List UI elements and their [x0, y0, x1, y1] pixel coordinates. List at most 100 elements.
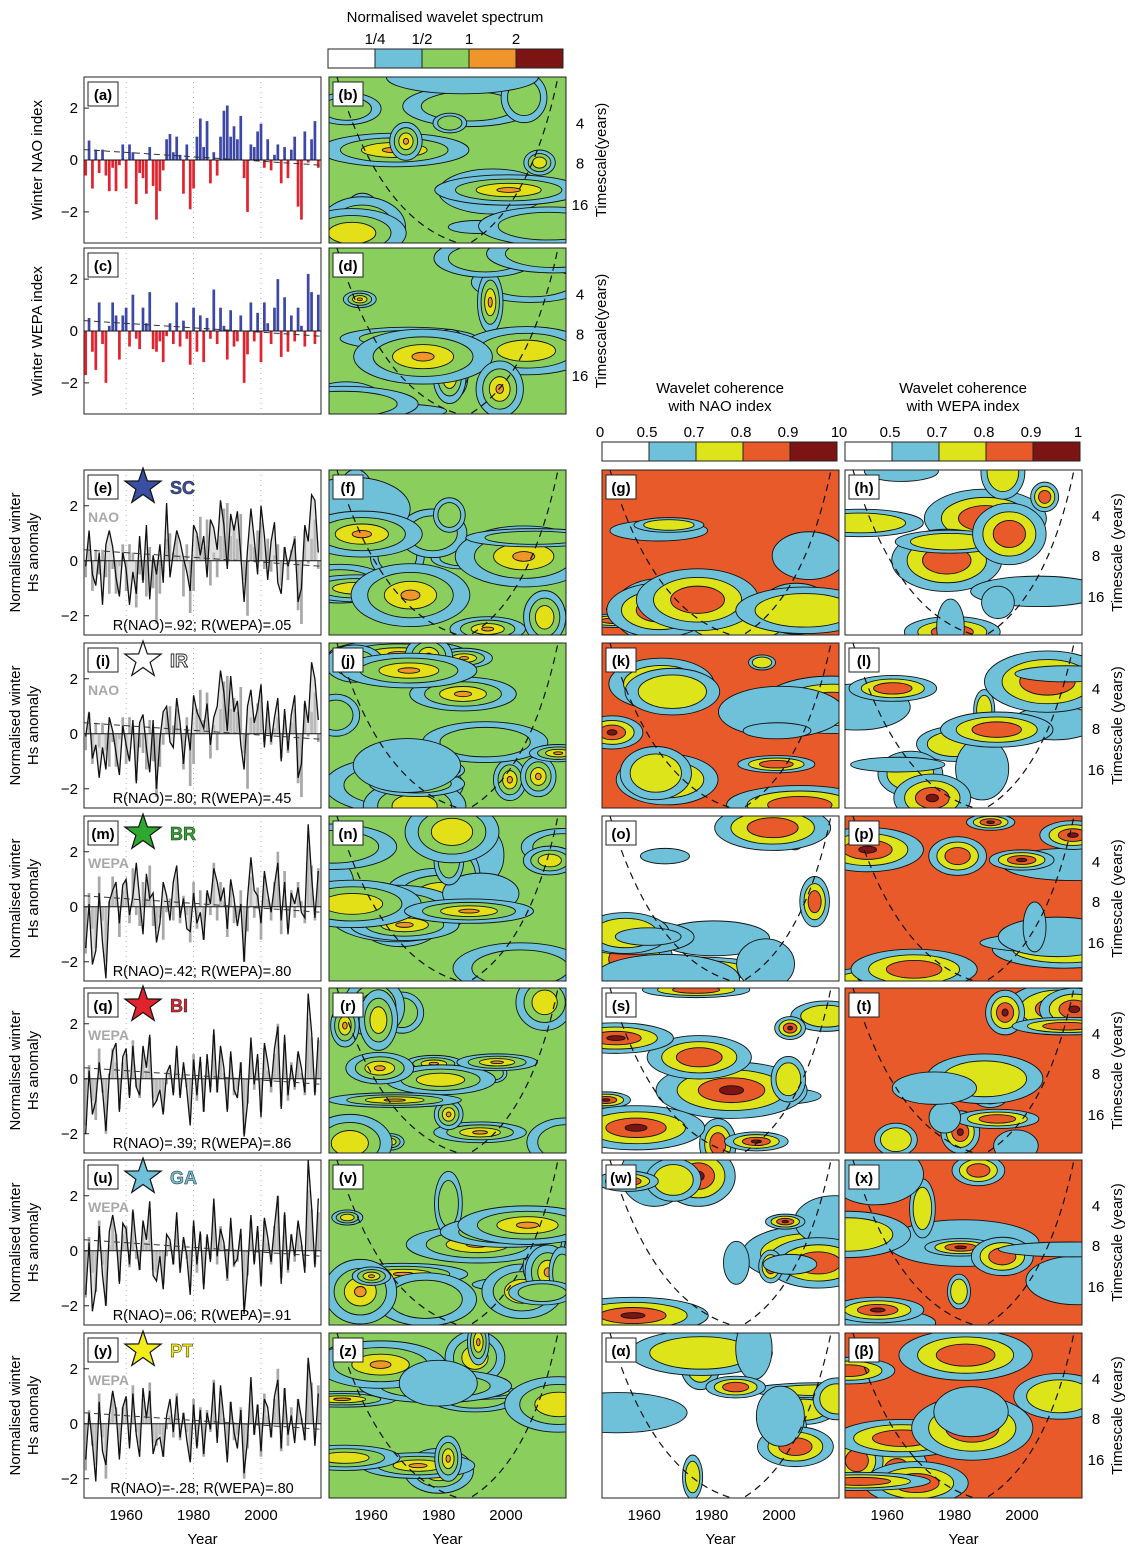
contour-region [935, 1343, 996, 1367]
index-bar [151, 160, 155, 186]
index-bar [145, 560, 148, 597]
contour-region [992, 519, 1026, 548]
index-bar [293, 136, 297, 160]
panel-letter-box [87, 647, 119, 673]
panel-frame [328, 76, 567, 244]
cone-of-influence [336, 988, 559, 1153]
index-bar [246, 906, 249, 932]
timescale-axis-label: Timescale (years) [1109, 839, 1126, 958]
index-bar [138, 160, 141, 173]
contour-region [329, 1451, 370, 1464]
x-axis-label: Year [187, 1531, 217, 1548]
contour-region [670, 585, 725, 614]
index-bar [161, 733, 165, 745]
contour-region [354, 1286, 367, 1298]
index-bar [151, 331, 155, 350]
contour-region [637, 674, 707, 709]
correlation-text: R(NAO)=.92; R(WEPA)=.05 [113, 618, 292, 634]
y-tick-label: 2 [70, 671, 78, 688]
index-bar [269, 560, 273, 572]
index-bar [246, 733, 249, 789]
contour-field [601, 987, 840, 1154]
station-label: PT [170, 1341, 193, 1361]
y-tick-label: −2 [61, 781, 78, 798]
index-bar [178, 154, 182, 160]
panel-frame [601, 642, 840, 809]
index-bar [273, 154, 276, 160]
correlation-text: R(NAO)=.42; R(WEPA)=.80 [113, 964, 292, 980]
y-axis-label: Hs anomaly [25, 1375, 42, 1455]
index-bar [97, 160, 101, 173]
cone-of-influence [852, 1333, 1075, 1498]
x-tick-label: 1960 [870, 1507, 903, 1524]
index-bar [313, 121, 317, 160]
panel-letter-box [332, 81, 364, 107]
index-bar [188, 160, 192, 210]
contour-field [328, 987, 567, 1154]
panel-frame [328, 1159, 567, 1326]
coherence_wepa-legend-tick: 0 [839, 424, 847, 441]
panel-letter: (f) [341, 480, 356, 497]
contour-region [966, 1163, 991, 1178]
timescale-axis-label: Timescale(years) [593, 103, 610, 217]
panel-letter-box [332, 252, 364, 278]
index-bar [306, 160, 310, 163]
y-axis-label: Hs anomaly [25, 685, 42, 765]
index-bar [192, 733, 195, 764]
panel-letter: (x) [855, 1170, 873, 1187]
x-tick-label: 1960 [627, 1507, 660, 1524]
contour-region [1038, 489, 1052, 504]
contour-region [602, 1392, 688, 1434]
index-bar [182, 560, 185, 597]
index-bar [313, 331, 317, 344]
coherence_nao-legend-swatch [648, 441, 697, 462]
index-bar [198, 890, 202, 907]
y-tick-label: −2 [61, 375, 78, 392]
coherence_wepa-legend-tick: 0.5 [880, 424, 901, 441]
index-bar [316, 733, 320, 742]
index-bar [242, 331, 246, 383]
index-bar [279, 160, 283, 184]
y-tick-label: 0 [70, 152, 78, 169]
index-bar [118, 331, 121, 360]
index-bar [192, 307, 195, 331]
contour-region [869, 1307, 886, 1313]
index-bar [168, 323, 172, 331]
y-tick-label: 0 [70, 323, 78, 340]
contour-region [754, 593, 839, 628]
contour-region [395, 921, 414, 928]
contour-region [411, 351, 435, 362]
cone-of-influence [336, 643, 559, 808]
contour-region [487, 296, 493, 308]
y-tick-label: 0 [70, 899, 78, 916]
contour-field [601, 815, 840, 982]
y-tick-label: 2 [70, 1361, 78, 1378]
index-bar [225, 676, 229, 734]
index-bar [249, 144, 253, 160]
timescale-tick-label: 8 [1092, 548, 1100, 565]
timescale-axis-label: Timescale (years) [1109, 666, 1126, 785]
index-bar [185, 331, 189, 339]
index-bar [286, 160, 290, 179]
panel-letter: (r) [340, 998, 356, 1015]
y-tick-label: −2 [61, 954, 78, 971]
timescale-tick-label: 16 [1088, 935, 1105, 952]
contour-region [986, 470, 1020, 493]
timescale-tick-label: 8 [1092, 721, 1100, 738]
x-tick-label: 1980 [422, 1507, 455, 1524]
index-bar [263, 560, 266, 569]
index-bar [134, 1250, 138, 1259]
index-bar [145, 160, 148, 194]
index-bar [209, 560, 212, 586]
contour-region [643, 519, 695, 531]
panel-frame [601, 987, 840, 1154]
contour-field [328, 1332, 567, 1499]
index-bar [161, 906, 165, 940]
panel-letter-box [87, 992, 119, 1018]
contour-region [735, 1333, 773, 1380]
hs-anomaly-line [85, 662, 319, 789]
hs-anomaly-area [85, 494, 319, 605]
contour-region [373, 1065, 386, 1072]
contour-region [512, 551, 536, 562]
contour-region [845, 1364, 870, 1377]
